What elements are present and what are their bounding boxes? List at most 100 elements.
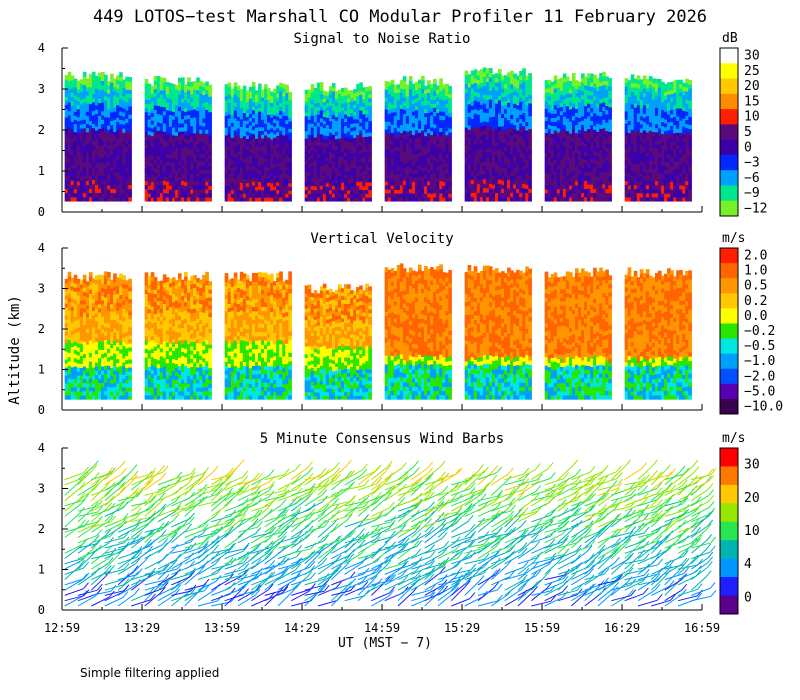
colorbar-swatch	[720, 200, 738, 217]
colorbar-label: 4	[744, 557, 752, 572]
y-tick-label: 2	[38, 123, 45, 137]
x-tick-label: 15:29	[444, 621, 480, 635]
panel-3: 5 Minute Consensus Wind Barbs 0 1 2 3 4 12:59 1…	[38, 431, 760, 635]
colorbar-swatch	[720, 595, 738, 615]
colorbar-swatch	[720, 448, 738, 467]
colorbar-label: 30	[744, 49, 760, 64]
y-tick-label: 4	[38, 241, 45, 255]
wind-barbs	[64, 459, 717, 607]
panel-1: Signal to Noise Ratio01234dB302520151050…	[38, 31, 768, 219]
colorbar-swatch	[720, 109, 738, 125]
colorbar-border	[719, 47, 739, 217]
data-block	[624, 74, 692, 202]
colorbar-unit: m/s	[722, 431, 745, 446]
colorbar-swatch	[720, 93, 738, 110]
x-tick-label: 16:29	[604, 621, 640, 635]
colorbar-swatch	[720, 540, 738, 560]
y-tick-label: 0	[38, 603, 45, 617]
colorbar-swatch	[720, 139, 738, 156]
data-block	[384, 75, 452, 202]
data-block	[304, 82, 372, 202]
colorbar-label: −6	[744, 171, 760, 186]
y-axis-label: Altitude (km)	[7, 295, 23, 405]
y-tick-label: 0	[38, 205, 45, 219]
y-tick-label: 3	[38, 82, 45, 96]
y-tick-label: 3	[38, 482, 45, 496]
colorbar-swatch	[720, 293, 738, 309]
colorbar-label: 0	[744, 140, 752, 155]
colorbar-border	[719, 247, 739, 415]
data-block	[624, 267, 692, 400]
footer-note: Simple filtering applied	[80, 666, 220, 680]
x-tick-label: 13:59	[204, 621, 240, 635]
colorbar-label: 25	[744, 64, 760, 79]
y-tick-label: 1	[38, 563, 45, 577]
colorbar-swatch	[720, 48, 738, 64]
colorbar-swatch	[720, 124, 738, 141]
colorbar-swatch	[720, 484, 738, 504]
data-block	[544, 71, 612, 202]
colorbar-swatch	[720, 466, 738, 486]
x-tick-label: 12:59	[44, 621, 80, 635]
colorbar-label: 15	[744, 95, 760, 110]
panel-title: 5 Minute Consensus Wind Barbs	[260, 431, 504, 447]
colorbar-label: 30	[744, 458, 760, 473]
x-tick-label: 14:29	[284, 621, 320, 635]
colorbar-label: 0.5	[744, 279, 767, 294]
colorbar-swatch	[720, 278, 738, 294]
data-block	[464, 67, 532, 202]
data-block	[304, 283, 372, 400]
data-block	[144, 75, 212, 202]
colorbar-swatch	[720, 154, 738, 171]
colorbar-label: −10.0	[744, 400, 783, 415]
colorbar-swatch	[720, 308, 738, 324]
colorbar-label: −5.0	[744, 384, 775, 399]
y-tick-label: 1	[38, 164, 45, 178]
y-tick-label: 0	[38, 403, 45, 417]
colorbar-label: −12	[744, 201, 767, 216]
colorbar-label: 5	[744, 125, 752, 140]
colorbar-label: −3	[744, 156, 760, 171]
colorbar-label: 1.0	[744, 264, 767, 279]
colorbar-swatch	[720, 78, 738, 95]
colorbar-swatch	[720, 338, 738, 355]
colorbar-label: −0.2	[744, 324, 775, 339]
x-axis-label: UT (MST − 7)	[338, 636, 432, 651]
colorbar-swatch	[720, 248, 738, 264]
data-block	[224, 271, 292, 400]
colorbar-label: 0.2	[744, 294, 767, 309]
panel-title: Signal to Noise Ratio	[293, 31, 470, 47]
colorbar-swatch	[720, 398, 738, 415]
data-block	[64, 71, 132, 202]
colorbar-label: 10	[744, 524, 760, 539]
colorbar-label: 0	[744, 590, 752, 605]
colorbar-swatch	[720, 185, 738, 202]
colorbar-label: 20	[744, 491, 760, 506]
y-tick-label: 2	[38, 522, 45, 536]
colorbar-label: −9	[744, 186, 760, 201]
colorbar-swatch	[720, 503, 738, 523]
colorbar-swatch	[720, 521, 738, 541]
data-block	[144, 271, 212, 400]
x-tick-label: 13:29	[124, 621, 160, 635]
colorbar-label: −0.5	[744, 339, 775, 354]
colorbar-label: −2.0	[744, 369, 775, 384]
panel-title: Vertical Velocity	[310, 231, 453, 247]
colorbar-swatch	[720, 368, 738, 385]
colorbar-label: −1.0	[744, 354, 775, 369]
colorbar-swatch	[720, 63, 738, 80]
x-tick-label: 15:59	[524, 621, 560, 635]
colorbar-swatch	[720, 323, 738, 340]
data-block	[64, 271, 132, 400]
colorbar: m/s 30 20 10 4 0	[719, 431, 760, 615]
colorbar-swatch	[720, 263, 738, 279]
colorbar-unit: m/s	[722, 231, 745, 246]
colorbar-swatch	[720, 353, 738, 370]
y-tick-label: 2	[38, 322, 45, 336]
y-tick-label: 3	[38, 282, 45, 296]
y-tick-label: 4	[38, 441, 45, 455]
x-tick-label: 14:59	[364, 621, 400, 635]
x-tick-label: 16:59	[684, 621, 720, 635]
